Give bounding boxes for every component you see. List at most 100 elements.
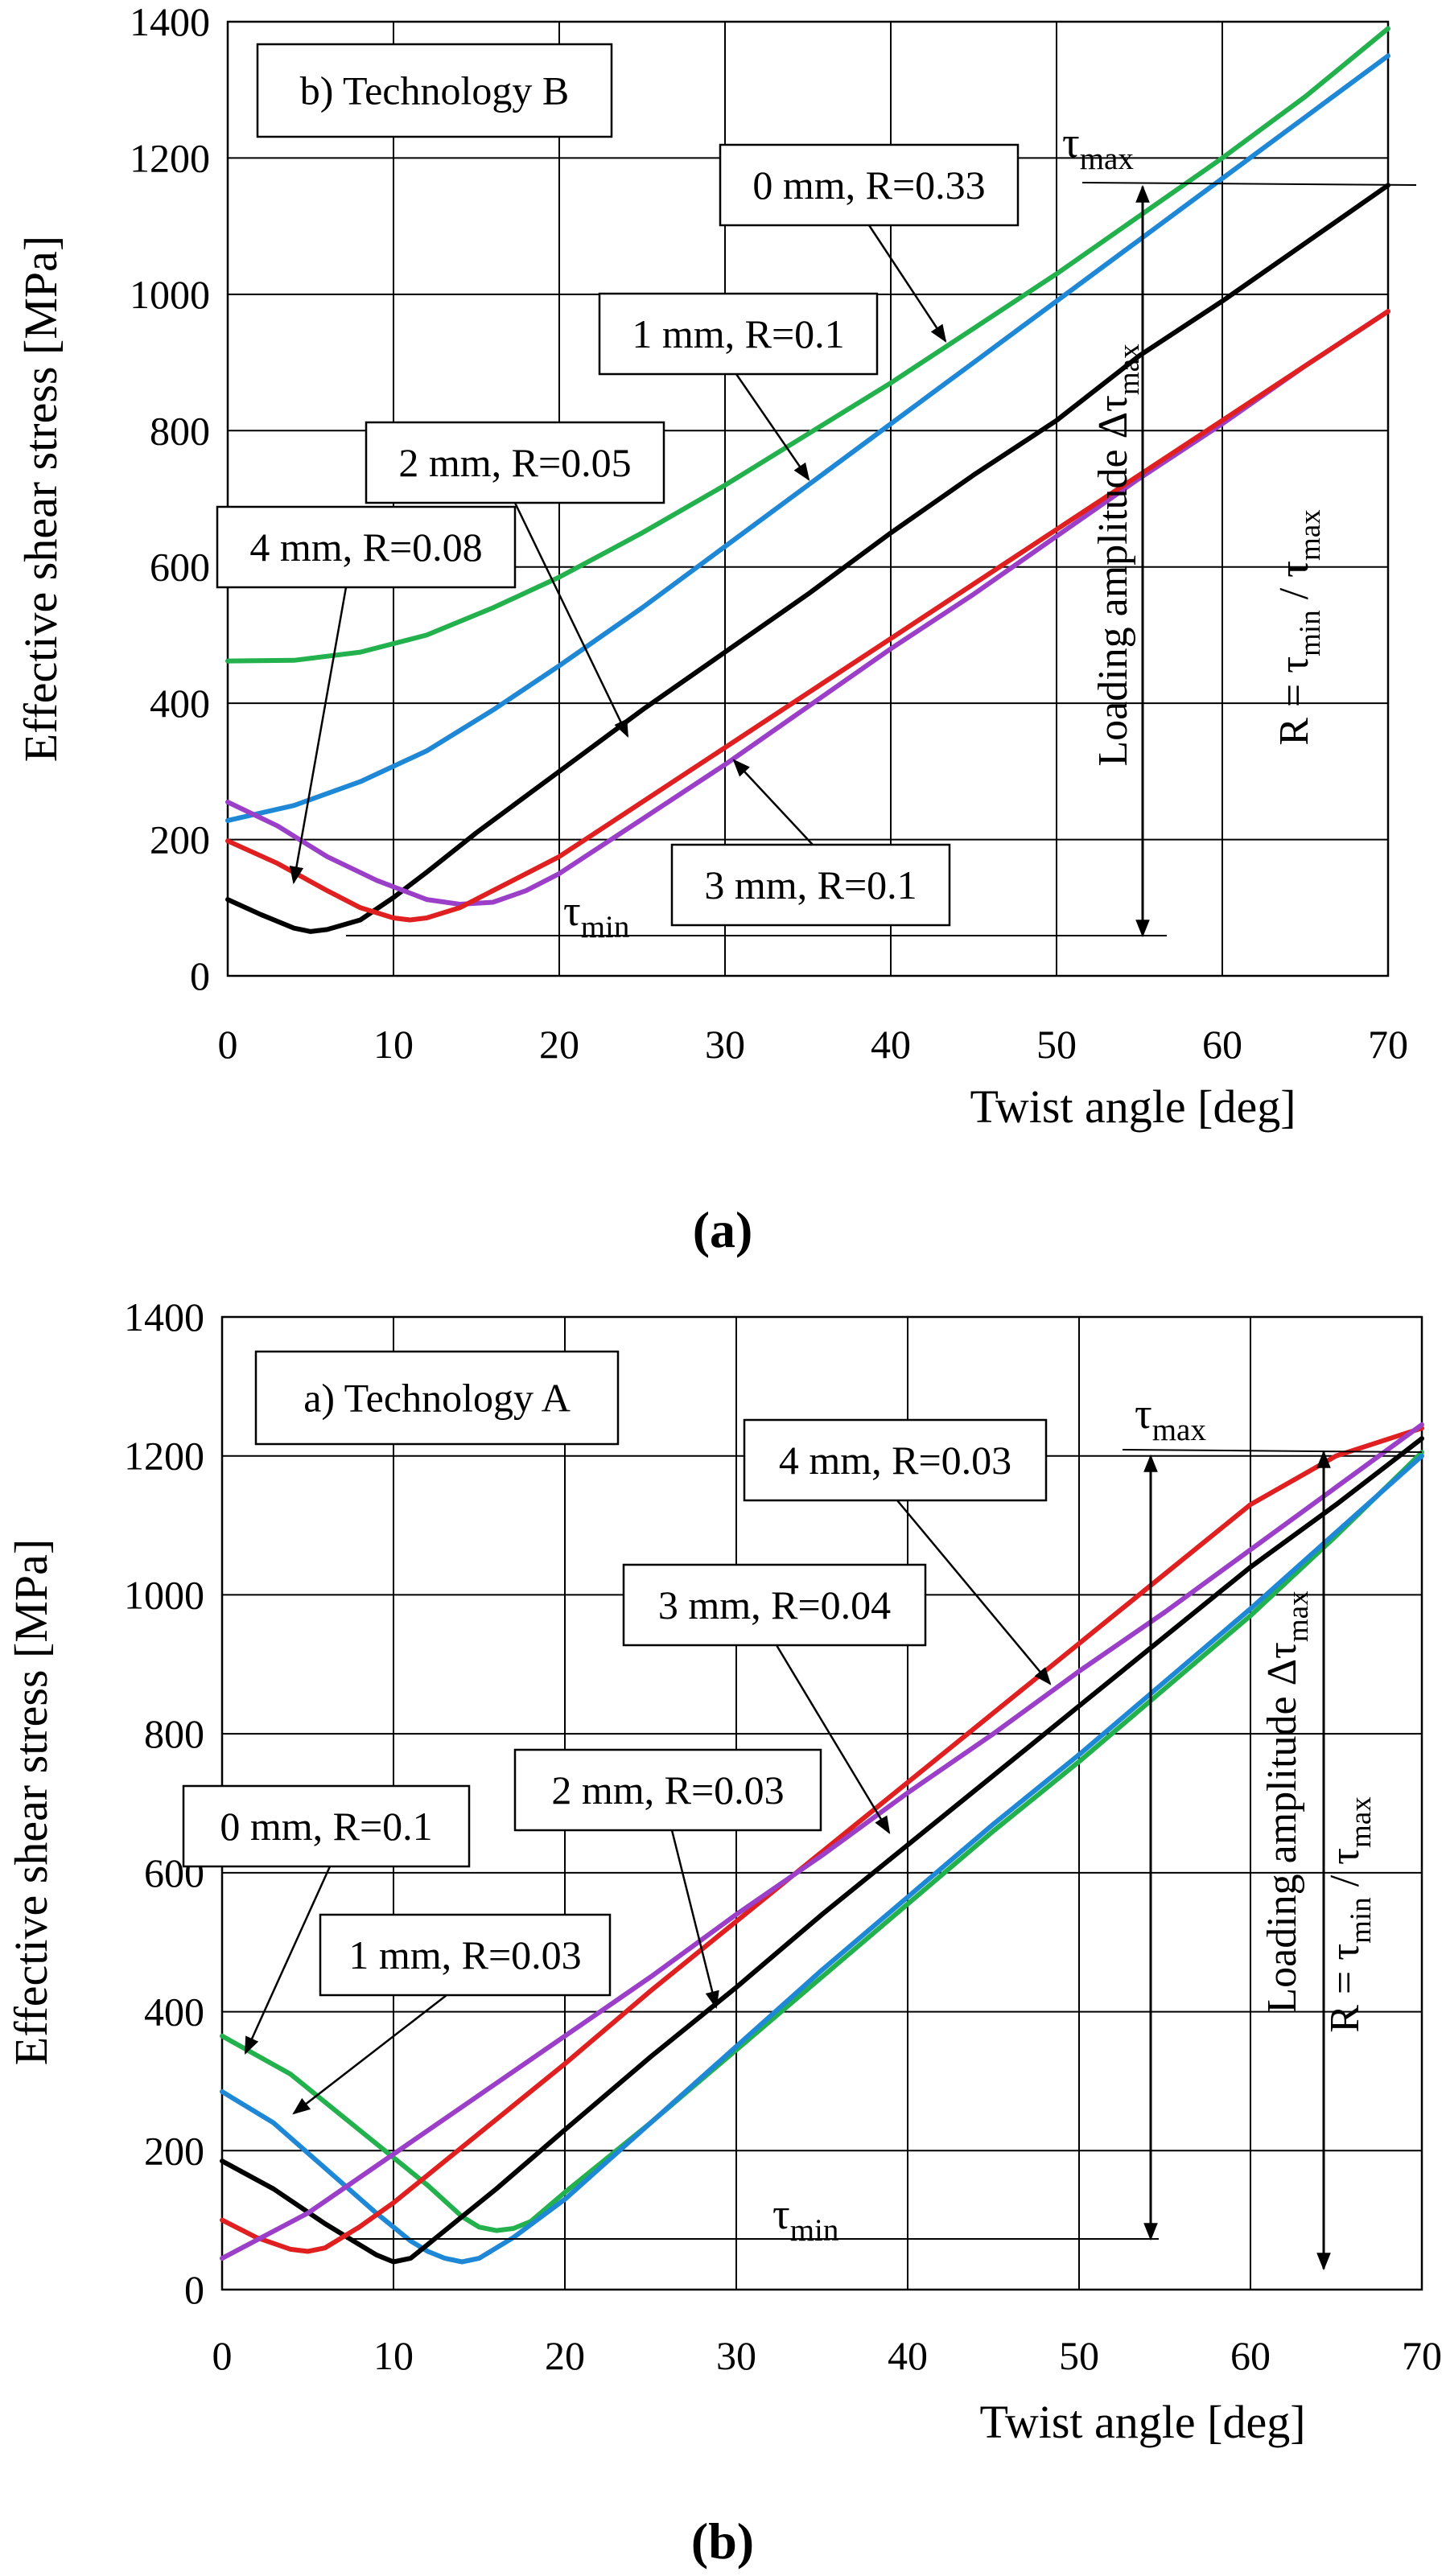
tau-max-label: τmax: [1062, 118, 1134, 176]
r-ratio-label: R = τmin / τmax: [1322, 1796, 1378, 2033]
tau-min-label-text: τmin: [563, 887, 629, 944]
callout-label: 2 mm, R=0.05: [398, 440, 631, 485]
callout-arrow: [775, 1644, 891, 1834]
subscript: min: [790, 2213, 839, 2248]
x-tick-label: 70: [1402, 2333, 1442, 2378]
x-tick-label: 20: [545, 2333, 585, 2378]
y-tick-label: 1400: [124, 1294, 204, 1339]
subscript: min: [581, 910, 630, 944]
subscript: max: [1152, 1413, 1207, 1447]
subscript: min: [1294, 610, 1327, 656]
callout-box: [319, 1913, 612, 1997]
callout-box: [182, 1784, 471, 1868]
loading-amplitude-label-text: Loading amplitude Δτmax: [1259, 1590, 1315, 2014]
subscript: max: [1345, 1796, 1378, 1848]
callout-arrow: [896, 1500, 1052, 1685]
series-line-2-mm-r-0-03: [220, 1436, 1424, 2265]
loading-amplitude-label: Loading amplitude Δτmax: [1090, 344, 1146, 767]
series-line-1-mm-r-0-1: [225, 53, 1390, 823]
subscript: max: [1282, 1590, 1315, 1642]
panel-caption: (a): [693, 1201, 753, 1258]
subscript: max: [1294, 509, 1327, 561]
callout-box: [216, 505, 517, 589]
plot-frame: [226, 20, 1390, 977]
y-tick-label: 1000: [124, 1572, 204, 1617]
panel-caption: (b): [691, 2512, 754, 2570]
x-tick-label: 0: [218, 1022, 238, 1067]
text-part: / τ: [1271, 561, 1317, 610]
callout-label: 2 mm, R=0.03: [551, 1767, 784, 1813]
callout-label: 3 mm, R=0.04: [658, 1582, 891, 1627]
series-line-0-mm-r-0-33: [225, 26, 1390, 664]
x-tick-label: 50: [1059, 2333, 1099, 2378]
x-tick-label: 30: [716, 2333, 756, 2378]
y-tick-label: 600: [150, 545, 210, 590]
y-tick-label: 1000: [130, 272, 210, 317]
y-axis-label: Effective shear stress [MPa]: [14, 236, 67, 762]
y-tick-label: 0: [184, 2267, 204, 2312]
callout-label: 3 mm, R=0.1: [704, 862, 917, 907]
x-tick-label: 60: [1202, 1022, 1242, 1067]
y-tick-label: 400: [144, 1990, 204, 2035]
series-line-3-mm-r-0-04: [220, 1426, 1424, 2254]
text-part: τ: [563, 887, 581, 935]
callout-box: [598, 292, 879, 376]
x-tick-label: 50: [1036, 1022, 1077, 1067]
x-tick-label: 10: [373, 1022, 414, 1067]
y-tick-label: 1200: [130, 135, 210, 180]
callout-arrow: [513, 502, 629, 738]
tau-max-label: τmax: [1135, 1389, 1206, 1447]
chart-panel-a: 0 200 400 600 800 1000 1200 1400 0 10 20 30 40 50 60 70…: [14, 0, 1417, 1258]
callout-label: 1 mm, R=0.1: [632, 311, 844, 356]
x-tick-label: 70: [1368, 1022, 1408, 1067]
y-tick-label: 1200: [124, 1434, 204, 1479]
loading-amplitude-label: Loading amplitude Δτmax: [1259, 1590, 1315, 2014]
y-tick-label: 200: [150, 817, 210, 862]
callout-label: 0 mm, R=0.33: [752, 163, 985, 208]
tau-max-line: [1081, 182, 1417, 186]
callout-label: 4 mm, R=0.03: [779, 1438, 1011, 1483]
x-tick-label: 40: [871, 1022, 911, 1067]
x-tick-label: 60: [1230, 2333, 1271, 2378]
series-line-3-mm-r-0-1: [225, 309, 1390, 907]
series-line-1-mm-r-0-03: [220, 1453, 1424, 2265]
r-ratio-label-text: R = τmin / τmax: [1271, 509, 1327, 746]
callout-box: [670, 843, 951, 927]
series-line-4-mm-r-0-03: [220, 1422, 1424, 2261]
text-part: τ: [1135, 1389, 1152, 1438]
text-part: R = τ: [1271, 656, 1317, 746]
tau-min-label: τmin: [563, 887, 629, 944]
r-ratio-label-text: R = τmin / τmax: [1322, 1796, 1378, 2033]
tau-min-label: τmin: [772, 2190, 838, 2248]
x-axis-label: Twist angle [deg]: [979, 2396, 1305, 2448]
chart-title: a) Technology A: [303, 1376, 571, 1421]
x-tick-label: 30: [705, 1022, 745, 1067]
text-part: τ: [1062, 118, 1080, 167]
y-tick-label: 800: [150, 408, 210, 453]
subscript: max: [1080, 142, 1135, 176]
x-tick-label: 0: [212, 2333, 233, 2378]
r-ratio-label: R = τmin / τmax: [1271, 509, 1327, 746]
subscript: min: [1345, 1897, 1378, 1944]
callout-arrow: [735, 373, 810, 481]
callout-box: [743, 1418, 1048, 1502]
callout-label: 1 mm, R=0.03: [348, 1932, 581, 1977]
callout-box: [622, 1563, 927, 1647]
title-box: [254, 1350, 620, 1446]
y-tick-label: 800: [144, 1711, 204, 1756]
series-line-4-mm-r-0-08: [225, 309, 1390, 923]
text-part: / τ: [1322, 1848, 1368, 1897]
y-tick-label: 1400: [130, 0, 210, 44]
series-line-2-mm-r-0-05: [225, 183, 1390, 934]
callout-arrow: [732, 759, 814, 846]
x-tick-label: 10: [373, 2333, 414, 2378]
tau-min-label-text: τmin: [772, 2190, 838, 2248]
tau-max-line: [1122, 1449, 1423, 1453]
title-box: [256, 43, 613, 138]
text-part: Loading amplitude Δτ: [1259, 1642, 1305, 2014]
subscript: max: [1113, 344, 1146, 395]
chart-title: b) Technology B: [300, 68, 569, 113]
tau-max-label-text: τmax: [1135, 1389, 1206, 1447]
